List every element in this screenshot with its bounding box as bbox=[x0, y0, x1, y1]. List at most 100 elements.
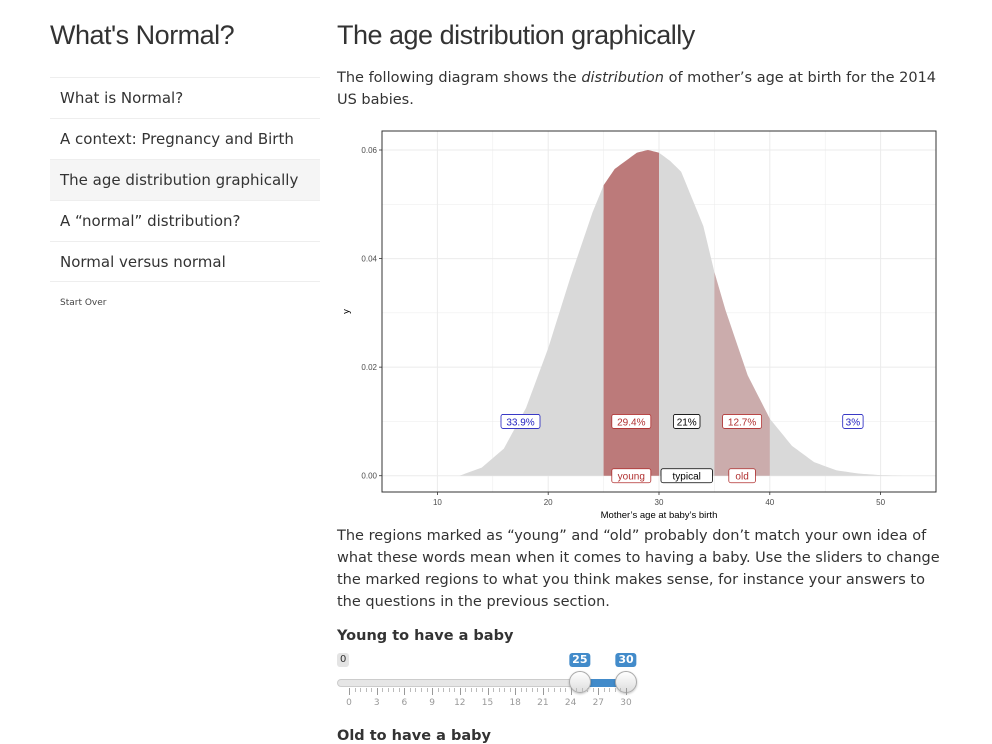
slider-tick-label: 18 bbox=[509, 698, 521, 708]
slider-minor-tick bbox=[548, 688, 550, 692]
slider-to-value: 30 bbox=[615, 653, 637, 667]
region-label: old bbox=[735, 472, 748, 483]
percent-label-box bbox=[672, 414, 701, 429]
slider-minor-tick bbox=[592, 688, 594, 692]
slider-minor-tick bbox=[526, 688, 528, 692]
percent-label: 21% bbox=[677, 417, 697, 428]
slider-tick-label: 15 bbox=[481, 698, 494, 708]
slider-minor-tick bbox=[498, 688, 500, 692]
section-title: The age distribution graphically bbox=[337, 20, 695, 50]
slider-minor-tick bbox=[398, 688, 400, 692]
slider-minor-tick bbox=[576, 688, 578, 692]
sidebar-item-what-is-normal[interactable]: What is Normal? bbox=[50, 77, 320, 118]
intro-emphasis: distribution bbox=[581, 70, 664, 86]
slider-minor-tick bbox=[493, 688, 495, 692]
slider-minor-tick bbox=[365, 688, 367, 692]
sidebar-item-context[interactable]: A context: Pregnancy and Birth bbox=[50, 118, 320, 159]
slider-tick-label: 12 bbox=[454, 698, 466, 708]
slider-major-tick bbox=[376, 688, 378, 695]
slider-minor-tick bbox=[387, 688, 389, 692]
slider-tick-label: 21 bbox=[537, 698, 549, 708]
y-axis-title: y bbox=[341, 309, 352, 314]
slider-major-tick bbox=[404, 688, 406, 695]
slider-tick-label: 3 bbox=[373, 698, 380, 708]
sidebar-item-normal-versus-normal[interactable]: Normal versus normal bbox=[50, 241, 320, 282]
slider-minor-tick bbox=[360, 688, 362, 692]
slider-major-tick bbox=[487, 688, 489, 695]
slider-minor-tick bbox=[565, 688, 567, 692]
slider-minor-tick bbox=[537, 688, 539, 692]
region-young-area bbox=[603, 150, 659, 476]
app-title: What's Normal? bbox=[50, 20, 235, 50]
region-label-box bbox=[660, 468, 713, 484]
region-label: young bbox=[618, 472, 645, 483]
slider-major-tick bbox=[598, 688, 600, 695]
slider-tick-label: 0 bbox=[346, 698, 352, 708]
slider-minor-tick bbox=[559, 688, 561, 692]
young-range-slider[interactable]: 0 25 30 0 3 6 9 12 15 18 21 24 27 30 bbox=[337, 652, 647, 712]
slider-major-tick bbox=[432, 688, 434, 695]
slider-from-value: 25 bbox=[569, 653, 591, 667]
intro-text-start: The following diagram shows the bbox=[337, 70, 582, 86]
slider-minor-tick bbox=[421, 688, 423, 692]
percent-label: 3% bbox=[846, 417, 861, 428]
slider-major-tick bbox=[570, 688, 572, 695]
percent-label: 12.7% bbox=[728, 417, 756, 428]
slider-tick-label: 9 bbox=[429, 698, 435, 708]
region-label-box bbox=[611, 468, 652, 484]
slider-from-handle[interactable] bbox=[568, 671, 591, 693]
slider-major-tick bbox=[626, 688, 627, 695]
x-tick-label: 30 bbox=[655, 498, 664, 507]
slider-selected-bar bbox=[579, 679, 626, 687]
density-area bbox=[459, 150, 903, 476]
slider-minor-tick bbox=[603, 688, 605, 692]
intro-paragraph: The following diagram shows the distribu… bbox=[337, 67, 947, 111]
slider-minor-tick bbox=[426, 688, 428, 692]
x-tick-label: 50 bbox=[876, 498, 885, 507]
slider-minor-tick bbox=[614, 688, 616, 692]
slider-minor-tick bbox=[371, 688, 373, 692]
slider-minor-tick bbox=[437, 688, 439, 692]
slider-tick-label: 24 bbox=[564, 698, 577, 708]
slider-minor-tick bbox=[509, 688, 511, 692]
slider-minor-tick bbox=[504, 688, 506, 692]
region-label: typical bbox=[673, 472, 701, 483]
sidebar-nav: What is Normal? A context: Pregnancy and… bbox=[50, 77, 320, 282]
sidebar-item-age-distribution[interactable]: The age distribution graphically bbox=[50, 159, 320, 200]
slider-minor-tick bbox=[553, 688, 555, 692]
percent-label: 33.9% bbox=[506, 417, 534, 428]
slider-major-tick bbox=[459, 688, 461, 695]
explanation-paragraph: The regions marked as “young” and “old” … bbox=[337, 528, 940, 610]
slider-major-tick bbox=[542, 688, 544, 695]
slider-minor-tick bbox=[382, 688, 384, 692]
start-over-link[interactable]: Start Over bbox=[60, 298, 107, 308]
slider-grid: 0 3 6 9 12 15 18 21 24 27 30 bbox=[337, 688, 647, 712]
percent-label-box bbox=[500, 414, 541, 429]
slider-min-label: 0 bbox=[337, 653, 350, 667]
slider-tick-label: 30 bbox=[620, 698, 632, 708]
slider-minor-tick bbox=[443, 688, 445, 692]
slider-tick-label: 27 bbox=[592, 698, 605, 708]
slider-major-tick bbox=[515, 688, 517, 695]
percent-label: 29.4% bbox=[617, 417, 645, 428]
x-tick-label: 10 bbox=[433, 498, 442, 507]
x-axis-title: Mother’s age at baby’s birth bbox=[601, 510, 718, 521]
region-label-box bbox=[728, 468, 756, 484]
young-slider-label: Young to have a baby bbox=[337, 628, 514, 644]
slider-minor-tick bbox=[415, 688, 417, 692]
y-tick-label: 0.06 bbox=[361, 146, 377, 155]
percent-label-box bbox=[611, 414, 652, 429]
x-tick-label: 40 bbox=[765, 498, 774, 507]
slider-minor-tick bbox=[476, 688, 478, 692]
y-tick-label: 0.04 bbox=[361, 255, 377, 264]
slider-minor-tick bbox=[465, 688, 467, 692]
intro-text-end: of mother’s age at birth for the 2014 US… bbox=[337, 70, 937, 108]
slider-minor-tick bbox=[393, 688, 395, 692]
sidebar-item-normal-distribution[interactable]: A “normal” distribution? bbox=[50, 200, 320, 241]
slider-minor-tick bbox=[587, 688, 589, 692]
y-tick-label: 0.02 bbox=[361, 363, 377, 372]
slider-major-tick bbox=[349, 688, 350, 695]
slider-minor-tick bbox=[609, 688, 611, 692]
slider-minor-tick bbox=[520, 688, 522, 692]
slider-minor-tick bbox=[531, 688, 533, 692]
